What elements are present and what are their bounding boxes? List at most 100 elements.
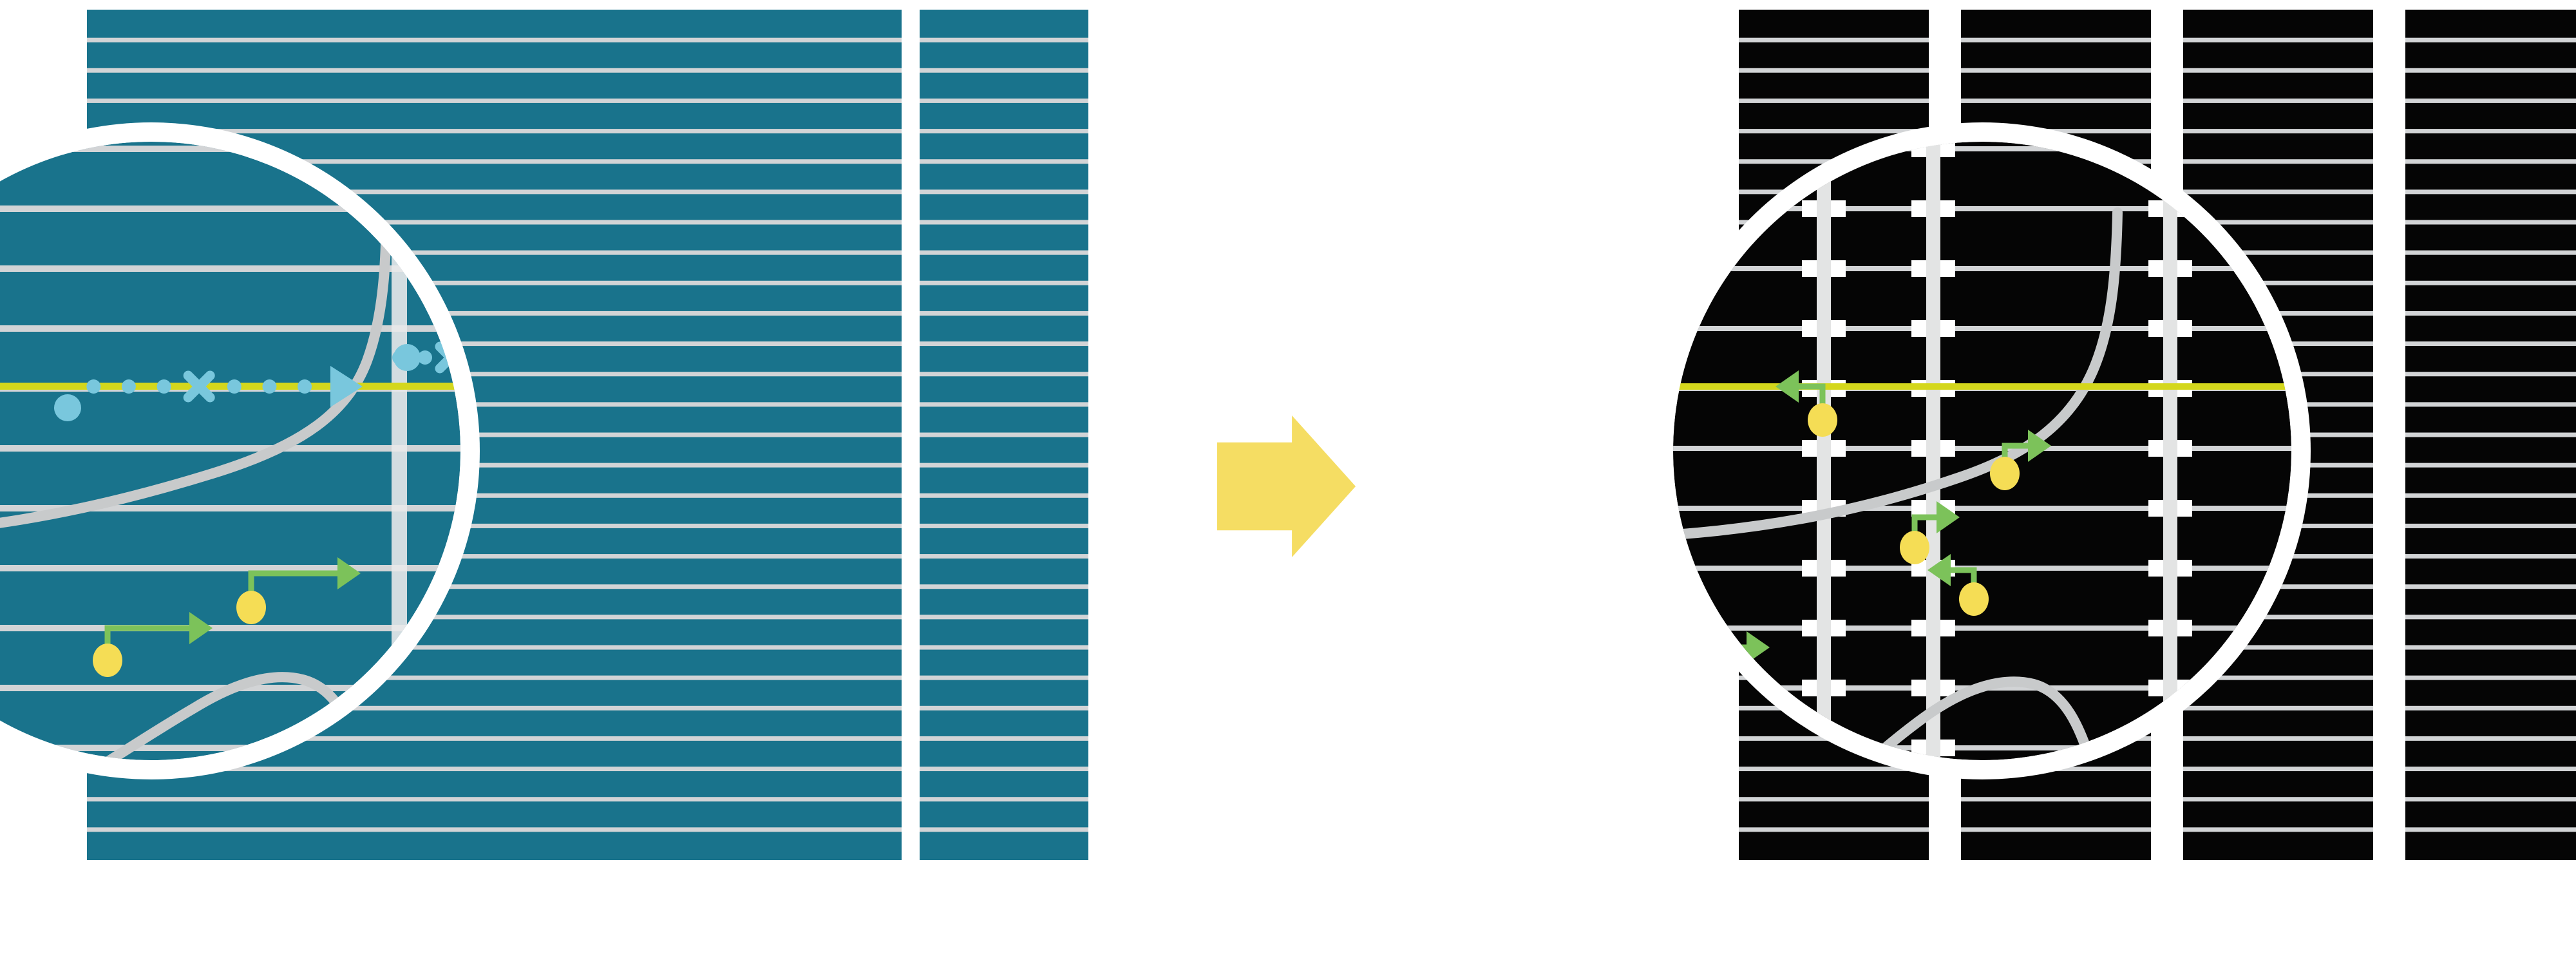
grid-intersection-core [1817,560,1831,577]
panel-gridline [87,341,902,347]
panel-gridline [2183,129,2373,134]
grid-intersection-core [2163,560,2177,577]
panel-gridline [1961,37,2151,43]
marker-arrowhead-right [189,612,213,644]
magnifier-gridline [1673,745,2291,750]
panel-gridline [2405,705,2576,711]
panel-gridline [87,189,902,195]
panel-gridline [87,736,902,741]
magnifier-gridline [0,625,460,631]
marker-dot [86,379,101,394]
panel-gridline [920,675,1088,680]
panel-gridline [920,280,1088,285]
panel-gridline [1739,129,1929,134]
panel-gridline [2405,432,2576,437]
grid-intersection-core [1926,440,1940,457]
marker-yellow-dot [1990,457,2020,490]
transform-arrow-shape [1217,415,1356,557]
panel-gridline [87,310,902,316]
panel-gridline [2405,463,2576,468]
panel-gridline [1961,68,2151,73]
panel-gridline [2405,645,2576,650]
magnifier-gridline [1673,146,2291,151]
panel-gridline [2405,736,2576,741]
panel-gridline [2183,220,2373,225]
panel-gridline [2405,554,2576,559]
grid-intersection-core [1926,740,1940,756]
panel-gridline [920,493,1088,498]
panel-gridline [920,220,1088,225]
panel-gridline [2405,280,2576,285]
route-path-lower [0,672,391,760]
panel-gridline [2405,250,2576,255]
panel-gridline [2183,736,2373,741]
panel-gridline [2405,523,2576,528]
magnifier-gridline [0,505,460,511]
transform-arrow[interactable] [1217,415,1356,557]
magnifier-gridline [1673,326,2291,331]
panel-gridline [2183,189,2373,195]
panel-gridline [920,402,1088,407]
panel-gridline [87,675,902,680]
panel-gridline [920,159,1088,164]
grid-intersection-core [1926,320,1940,337]
marker-arrowhead-right [2028,430,2051,462]
panel-gridline [920,37,1088,43]
marker-arrowhead-right [330,366,363,407]
panel-gridline [87,372,902,377]
grid-intersection-core [1817,680,1831,696]
marker-arrowhead-right [1937,501,1960,533]
source-magnifier[interactable] [0,122,535,947]
marker-arrowhead-left [1776,370,1799,403]
panel-gridline [920,523,1088,528]
panel-gridline [2405,37,2576,43]
panel-gridline [2405,493,2576,498]
panel-gridline [2405,310,2576,316]
panel-gridline [2405,402,2576,407]
panel-gridline [2405,159,2576,164]
panel-gridline [2183,68,2373,73]
panel-gridline [2405,797,2576,802]
panel-gridline [1739,68,1929,73]
grid-intersection-core [2163,620,2177,636]
panel-gridline [2183,615,2373,620]
marker-arrowhead-right [1747,631,1770,664]
panel-gridline [920,705,1088,711]
marker-yellow-dot [1808,403,1837,437]
panel-gridline [2183,250,2373,255]
highlight-line [1673,383,2291,390]
panel-gridline [920,827,1088,832]
magnifier-gridline [0,205,460,212]
panel-gridline [87,432,902,437]
grid-intersection-core [2163,500,2177,517]
panel-gridline [2405,68,2576,73]
grid-intersection-core [1817,200,1831,217]
panel-gridline [1961,827,2151,832]
grid-intersection-core [2163,799,2177,816]
marker-dot [262,379,277,394]
panel-gridline [1739,797,1929,802]
panel-gridline [87,250,902,255]
panel-gridline [1739,827,1929,832]
panel-gridline [920,736,1088,741]
panel-gridline [87,493,902,498]
panel-gridline [87,159,902,164]
marker-dot [418,350,432,365]
panel-gridline [920,341,1088,347]
panel-gridline [920,189,1088,195]
panel-gridline [87,37,902,43]
panel-gridline [2405,584,2576,589]
panel-gridline [2405,827,2576,832]
route-path-upper [1673,207,2123,540]
grid-intersection-core [1817,320,1831,337]
panel-gridline [920,432,1088,437]
panel-gridline [2405,189,2576,195]
marker-yellow-dot [1959,582,1989,616]
magnifier-gridline [1673,625,2291,631]
grid-intersection-core [2163,440,2177,457]
marker-x-glyph [183,370,215,403]
panel-gridline [2183,37,2373,43]
panel-gridline [2183,705,2373,711]
target-magnifier[interactable] [1654,122,2311,947]
panel-gridline [920,645,1088,650]
